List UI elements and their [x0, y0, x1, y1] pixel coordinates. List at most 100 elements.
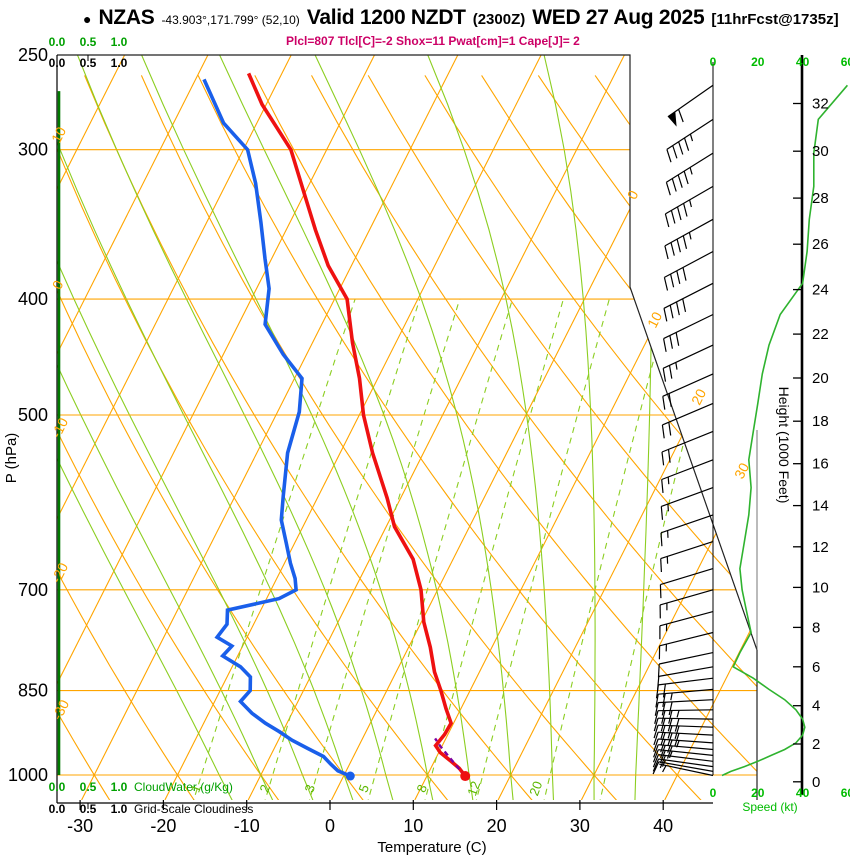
wind-barb-feather [661, 451, 665, 466]
wind-barb-feather [670, 210, 676, 224]
wind-barb-halffeather [667, 476, 670, 485]
height-tick-label: 12 [812, 539, 829, 556]
wind-barb [659, 589, 714, 606]
height-tick-label: 10 [812, 579, 829, 596]
height-tick-label: 14 [812, 498, 829, 515]
wind-barb-feather [683, 137, 690, 151]
dry-adiabat-line [481, 75, 757, 800]
isotherm-label: -20 [48, 560, 72, 585]
cloudwater-axis-title: CloudWater (g/Kg) [134, 780, 233, 794]
speed-tick-label: 60 [841, 786, 850, 800]
isotherm-line [57, 55, 209, 800]
wind-barb [663, 313, 714, 340]
wind-barb-feather [654, 710, 659, 724]
wind-barb-feather [652, 758, 660, 772]
isotherm-line [331, 55, 709, 800]
moist-adiabat-line [76, 55, 395, 800]
wind-barb-halffeather [668, 750, 673, 759]
wind-barb-feather [657, 663, 660, 678]
speed-tick-label: 0 [710, 786, 717, 800]
dewpoint-curve [202, 78, 351, 778]
wind-barb-feather [677, 174, 683, 188]
wind-barb-feather [675, 301, 680, 316]
mixing-ratio-line [307, 298, 461, 800]
wind-barb-feather [664, 213, 670, 228]
wind-barb-feather [661, 424, 665, 439]
wind-barb-feather [652, 749, 659, 763]
wind-barb [658, 731, 714, 736]
wind-barb-feather [660, 558, 662, 573]
wind-barb [661, 459, 714, 481]
wind-barb [667, 84, 714, 118]
wind-barb-feather [653, 718, 659, 732]
wind-barb-feather [662, 368, 667, 382]
moist-adiabat-line [219, 55, 475, 800]
temperature-tick-label: 40 [653, 816, 673, 836]
sounding-indices: Plcl=807 Tlcl[C]=-2 Shox=11 Pwat[cm]=1 C… [286, 34, 580, 48]
dry-adiabat-line [57, 75, 453, 800]
wind-barb [658, 754, 714, 762]
station-coords: -43.903°,171.799° (52,10) [161, 13, 300, 27]
wind-barb [663, 282, 714, 309]
wind-barb-feather [674, 718, 680, 732]
wind-barb-feather [662, 396, 666, 410]
wind-barb [660, 568, 714, 586]
wind-barbs [652, 84, 714, 777]
wind-barb [658, 738, 714, 744]
wind-barb-halffeather [689, 199, 692, 208]
wind-barb-feather [659, 750, 666, 764]
wind-barb [658, 699, 714, 704]
pressure-tick-label: 400 [18, 289, 48, 309]
mixing-ratio-label: 5 [355, 782, 372, 794]
height-tick-label: 8 [812, 619, 820, 636]
isotherm-label: -30 [49, 697, 73, 722]
wind-barb [658, 688, 714, 695]
dry-adiabat-line [197, 75, 707, 800]
station-dot-icon: ● [83, 11, 92, 27]
cloudiness-scale-label: 0.0 [49, 56, 66, 70]
wind-barb-feather [665, 182, 671, 196]
dry-adiabat-line [57, 75, 199, 800]
mixing-ratio-label: 2 [256, 782, 273, 794]
height-tick-label: 6 [812, 659, 820, 676]
wind-barb-feather [683, 171, 689, 185]
wind-barb-feather [682, 267, 687, 281]
wind-barb-feather [653, 738, 659, 752]
pressure-tick-label: 700 [18, 580, 48, 600]
wind-barb-feather [653, 744, 659, 758]
wind-barb [660, 514, 714, 534]
moist-adiabat-line [57, 55, 316, 800]
pressure-tick-label: 1000 [8, 765, 48, 785]
wind-barb-feather [663, 338, 667, 352]
wind-barb [658, 677, 714, 686]
isotherm-label: 20 [688, 386, 709, 407]
mixing-ratio-line [474, 298, 610, 800]
pressure-axis-title: P (hPa) [3, 433, 20, 484]
wind-barb-feather [661, 479, 664, 493]
mixing-ratio-label: 12 [464, 779, 483, 798]
dry-adiabat-line [424, 75, 757, 800]
wind-barb-halffeather [689, 167, 693, 175]
wind-barb-feather [682, 298, 687, 313]
wind-barb-feather [678, 141, 684, 155]
wind-barb-feather [660, 532, 663, 547]
wind-barb-feather [661, 710, 666, 724]
wind-barb-feather [668, 701, 673, 716]
wind-barb-feather [662, 693, 666, 707]
wind-barb-feather [652, 761, 660, 775]
wind-barb [659, 763, 714, 777]
wind-barb-feather [670, 242, 675, 256]
dry-adiabat-line [254, 75, 757, 800]
title-bar: ● NZAS -43.903°,171.799° (52,10) Valid 1… [83, 6, 839, 30]
cloudwater-scale-label: 1.0 [111, 35, 128, 49]
wind-barb-feather [683, 203, 688, 217]
mixing-ratio-label: 8 [413, 782, 430, 794]
isotherm-line [247, 55, 625, 800]
temperature-tick-label: 20 [487, 816, 507, 836]
wind-barb [657, 724, 714, 728]
station-id: NZAS [98, 6, 155, 29]
moist-adiabat-line [57, 55, 276, 800]
speed-tick-label: 20 [751, 786, 765, 800]
isotherm-label: 10 [48, 124, 69, 145]
